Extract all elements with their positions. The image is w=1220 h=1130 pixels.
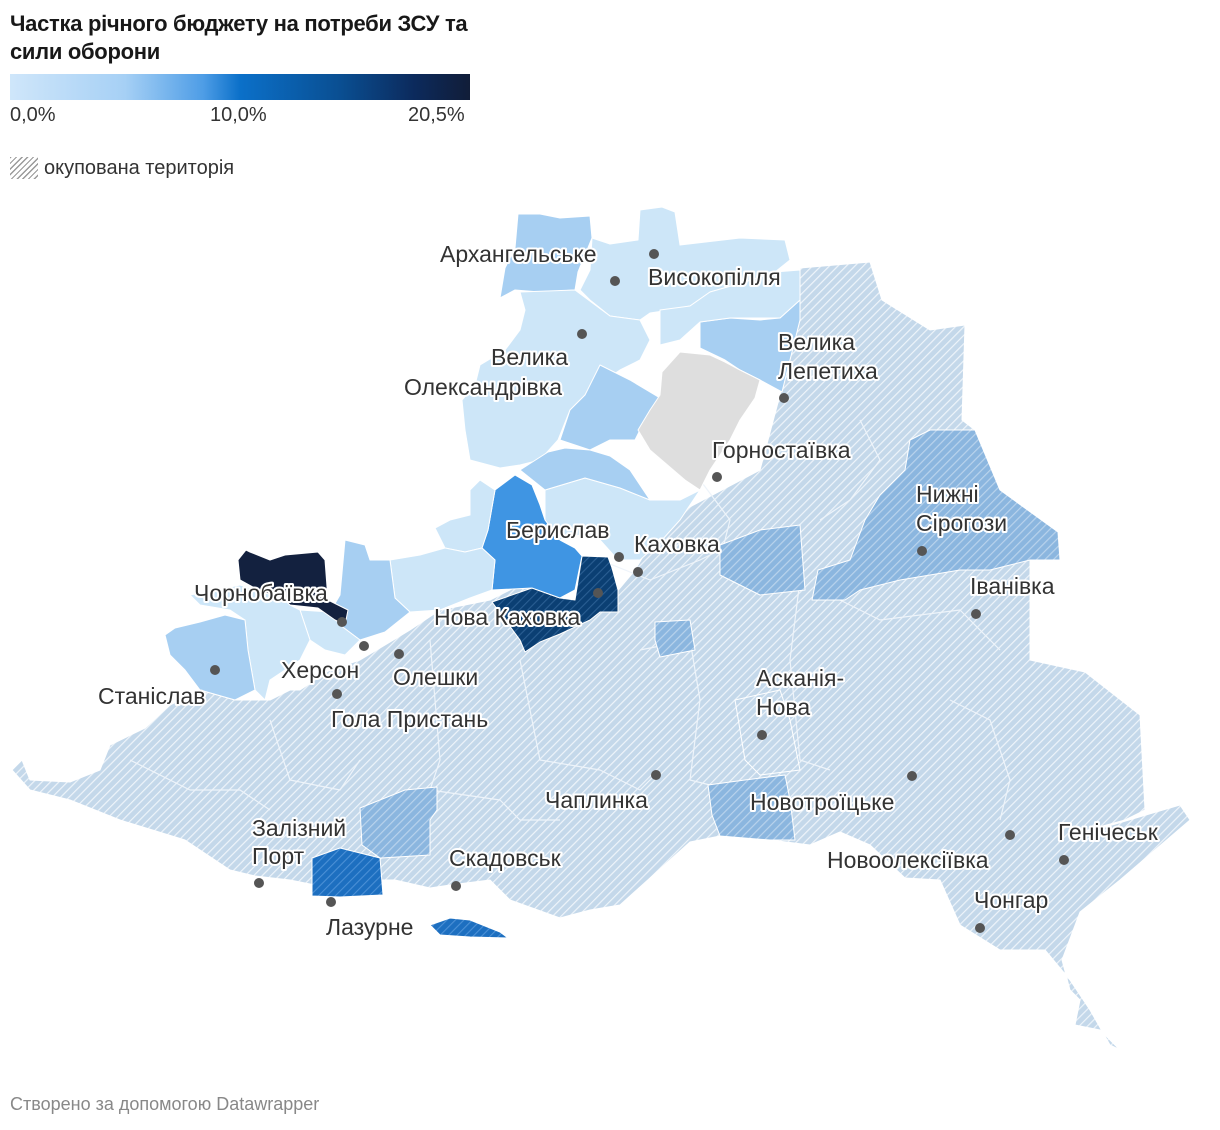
- city-label-stanislav: Станіслав: [98, 683, 205, 709]
- scale-label-mid: 10,0%: [210, 104, 267, 126]
- occupied-legend-label: окупована територія: [44, 156, 235, 179]
- city-label-ivanivka: Іванівка: [970, 573, 1055, 599]
- city-label-askania-nova-1: Асканія-: [756, 665, 844, 691]
- occupied-district: [129, 419, 1011, 821]
- occupied-district-gornostaivka-side: [719, 524, 806, 596]
- city-label-nova-kakhovka: Нова Каховка: [434, 604, 581, 630]
- hatch-swatch-icon: [10, 157, 38, 179]
- city-label-hornostaivka: Горностаївка: [712, 437, 851, 463]
- city-label-henichesk: Генічеськ: [1058, 819, 1159, 845]
- map-title: Частка річного бюджету на потреби ЗСУ та…: [10, 11, 468, 64]
- city-label-vysokopillia: Високопілля: [648, 264, 781, 290]
- city-label-kherson: Херсон: [281, 657, 359, 683]
- city-dot-novooleksiivka: [1005, 830, 1015, 840]
- district-central-light: [559, 364, 661, 451]
- city-dot-chonhar: [975, 923, 985, 933]
- city-dot-hornostaivka: [712, 472, 722, 482]
- city-label-nyzhni-sirohozy-1: Нижні: [916, 481, 979, 507]
- city-labels: Архангельське Високопілля Велика Олексан…: [96, 239, 1161, 942]
- occupied-district-zalizny: [359, 786, 438, 859]
- occupied-district-kakhovka-side: [654, 619, 696, 658]
- city-label-askania-nova-2: Нова: [756, 694, 810, 720]
- color-scale-bar: [10, 74, 470, 100]
- city-dot-velyka-lepetykha: [779, 393, 789, 403]
- city-dot-henichesk: [1059, 855, 1069, 865]
- city-label-velyka-oleksandrivka-1: Велика: [491, 344, 568, 370]
- city-dot-lazurne: [326, 897, 336, 907]
- city-dot-arkhanhelske: [610, 276, 620, 286]
- scale-label-max: 20,5%: [408, 104, 465, 126]
- city-dot-vysokopillia: [649, 249, 659, 259]
- credit-text: Створено за допомогою Datawrapper: [10, 1094, 320, 1114]
- city-label-novooleksiivka: Новоолексіївка: [827, 847, 989, 873]
- district-velyka-lepetykha: [699, 299, 801, 393]
- city-dot-zaliznyi-port: [254, 878, 264, 888]
- occupied-district-nizhni-sirohozy: [811, 429, 1061, 601]
- city-label-hola-prystan: Гола Пристань: [331, 706, 488, 732]
- city-dot-nova-kakhovka: [593, 588, 603, 598]
- city-label-oleshky: Олешки: [393, 664, 478, 690]
- district-no-data: [637, 351, 761, 491]
- city-label-nyzhni-sirohozy-2: Сірогози: [916, 510, 1007, 536]
- city-dot-oleshky: [394, 649, 404, 659]
- city-label-zaliznyi-port-2: Порт: [252, 843, 305, 869]
- city-dot-nyzhni-sirohozy: [917, 546, 927, 556]
- city-dot-skadovsk: [451, 881, 461, 891]
- district-west-light-1: [189, 584, 311, 701]
- city-label-lazurne: Лазурне: [326, 914, 413, 940]
- scale-label-min: 0,0%: [10, 104, 56, 126]
- city-label-beryslav: Берислав: [506, 517, 609, 543]
- city-dot-kakhovka: [633, 567, 643, 577]
- city-dot-hola-prystan: [332, 689, 342, 699]
- city-dot-ivanivka: [971, 609, 981, 619]
- city-dot-stanislav: [210, 665, 220, 675]
- occupied-district-askania: [734, 689, 801, 776]
- city-dot-chaplynka: [651, 770, 661, 780]
- district-upper-east-light: [659, 269, 801, 346]
- city-label-skadovsk: Скадовськ: [449, 845, 562, 871]
- city-label-velyka-lepetykha-2: Лепетиха: [778, 358, 878, 384]
- occupied-legend: окупована територія: [10, 156, 234, 180]
- occupied-district-lazurne: [311, 847, 384, 898]
- city-dots: [210, 249, 1069, 933]
- city-dot-chornobaivka: [337, 617, 347, 627]
- city-dot-beryslav: [614, 552, 624, 562]
- city-label-zaliznyi-port-1: Залізний: [252, 815, 346, 841]
- city-label-arkhanhelske: Архангельське: [440, 241, 597, 267]
- city-dot-velyka-oleksandrivka: [577, 329, 587, 339]
- city-label-chornobaivka: Чорнобаївка: [194, 580, 328, 606]
- occupied-district-lazurne-spit: [429, 917, 509, 939]
- city-dot-askania-nova: [757, 730, 767, 740]
- city-label-velyka-oleksandrivka-2: Олександрівка: [404, 374, 562, 400]
- occupied-district-nova-kakhovka: [491, 555, 619, 653]
- districts: [11, 206, 1191, 1051]
- district-beryslav-light: [519, 447, 651, 501]
- city-dot-kherson: [359, 641, 369, 651]
- occupied-district-novotroitske: [707, 774, 796, 841]
- city-label-chaplynka: Чаплинка: [545, 787, 648, 813]
- city-label-novotroitske: Новотроїцьке: [750, 789, 894, 815]
- city-label-chonhar: Чонгар: [974, 887, 1048, 913]
- district-stanislav: [164, 614, 256, 701]
- city-dot-novotroitske: [907, 771, 917, 781]
- city-label-kakhovka: Каховка: [634, 531, 720, 557]
- city-label-velyka-lepetykha-1: Велика: [778, 329, 855, 355]
